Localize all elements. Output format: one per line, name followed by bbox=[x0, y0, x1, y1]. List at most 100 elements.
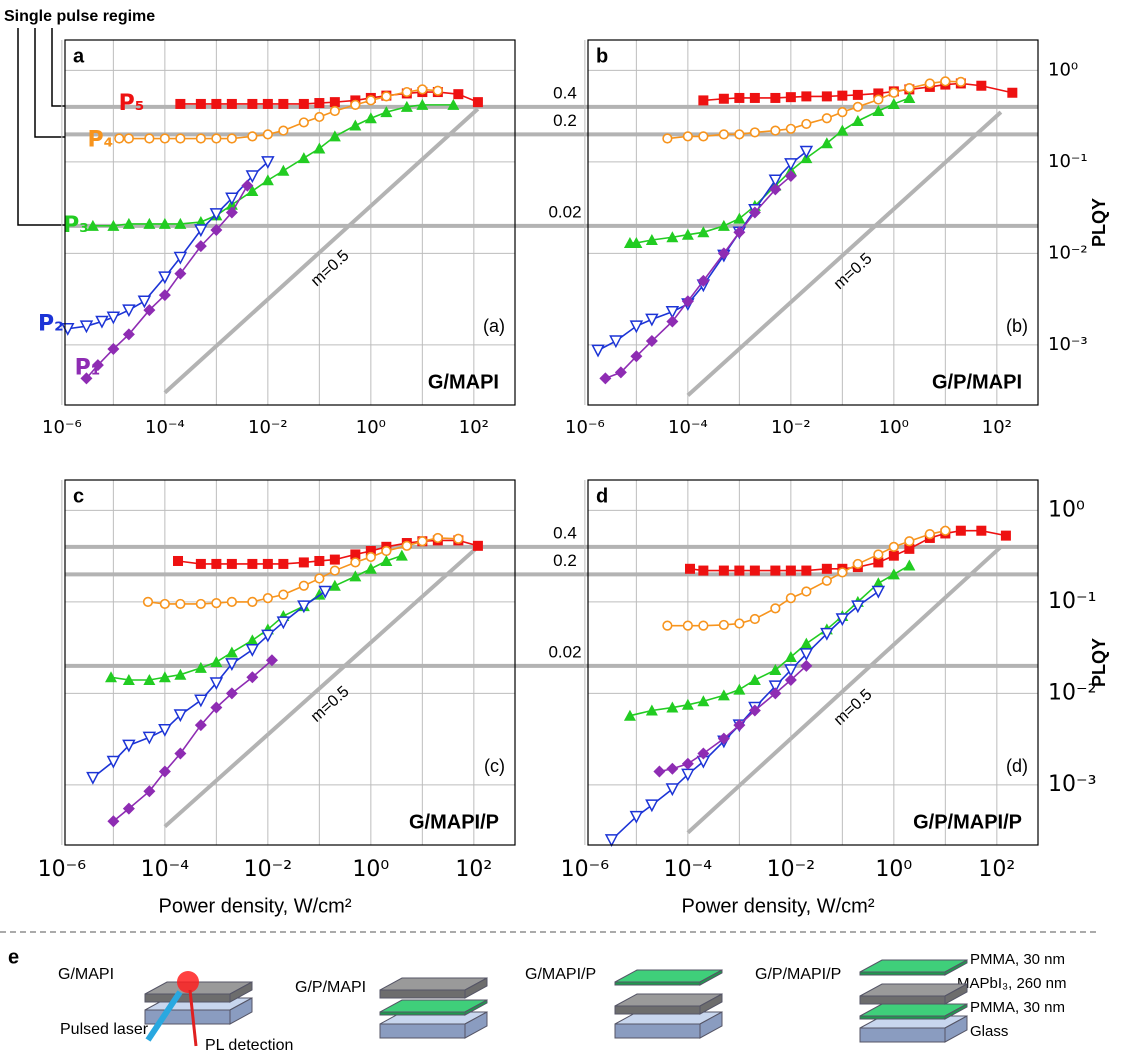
data-point bbox=[623, 709, 636, 721]
data-point bbox=[801, 118, 812, 130]
x-tick-label: 10⁻² bbox=[771, 417, 811, 438]
data-point bbox=[681, 295, 694, 308]
data-point bbox=[144, 133, 155, 144]
data-point bbox=[297, 152, 310, 164]
y-tick-label: 10⁻² bbox=[1048, 680, 1096, 705]
layer-side bbox=[699, 1011, 723, 1039]
data-point bbox=[614, 366, 627, 379]
data-point bbox=[122, 217, 135, 229]
data-point bbox=[799, 145, 814, 159]
layer-side bbox=[944, 1015, 968, 1043]
data-point bbox=[940, 76, 951, 87]
panel-caption: (b) bbox=[1006, 316, 1028, 336]
data-point bbox=[195, 98, 206, 109]
data-point bbox=[645, 335, 658, 348]
data-point bbox=[681, 228, 694, 240]
data-point bbox=[1000, 530, 1011, 541]
x-tick-label: 10⁻² bbox=[248, 417, 288, 438]
layer-front bbox=[859, 995, 946, 1005]
data-point bbox=[106, 311, 121, 325]
data-point bbox=[262, 98, 273, 109]
reference-label: 0.02 bbox=[548, 642, 581, 661]
data-point bbox=[194, 719, 207, 732]
data-point bbox=[210, 224, 223, 237]
data-point bbox=[447, 98, 460, 110]
panel: 10⁻⁶ 10⁻⁴ 10⁻² 10⁰ 10²10⁻³10⁻²10⁻¹10⁰m=0.5d(… bbox=[561, 479, 1109, 917]
data-point bbox=[107, 815, 120, 828]
panel-letter: a bbox=[73, 45, 85, 67]
x-tick-label: 10⁻² bbox=[244, 857, 292, 882]
layer-label: MAPbI₃, 260 nm bbox=[957, 975, 1067, 992]
data-point bbox=[904, 543, 915, 554]
layer-label: Glass bbox=[970, 1023, 1008, 1040]
x-tick-label: 10⁻⁴ bbox=[145, 417, 185, 438]
data-point bbox=[871, 585, 886, 599]
data-point bbox=[350, 99, 361, 110]
data-point bbox=[158, 217, 171, 229]
data-point bbox=[225, 192, 239, 206]
laser-label: Pulsed laser bbox=[60, 1021, 149, 1038]
x-tick-label: 10² bbox=[982, 417, 1012, 438]
series-line bbox=[112, 659, 273, 822]
data-point bbox=[381, 91, 392, 102]
data-point bbox=[142, 596, 154, 607]
x-tick-label: 10⁰ bbox=[875, 857, 912, 882]
data-point bbox=[873, 557, 884, 568]
data-point bbox=[665, 306, 680, 319]
y-tick-label: 10⁰ bbox=[1048, 59, 1078, 80]
plot-frame bbox=[587, 479, 1039, 846]
data-point bbox=[888, 87, 899, 98]
data-point bbox=[904, 83, 915, 94]
data-point bbox=[226, 133, 237, 144]
data-point bbox=[785, 123, 796, 134]
data-point bbox=[329, 105, 340, 117]
x-tick-label: 10² bbox=[978, 857, 1015, 882]
data-point bbox=[278, 125, 289, 136]
slope-line bbox=[686, 545, 1003, 835]
x-tick-label: 10² bbox=[459, 417, 489, 438]
data-point bbox=[247, 98, 258, 109]
data-point bbox=[195, 598, 206, 610]
data-point bbox=[122, 328, 135, 341]
data-point bbox=[653, 765, 666, 778]
data-point bbox=[365, 95, 376, 106]
data-point bbox=[820, 627, 834, 641]
data-point bbox=[401, 540, 412, 551]
data-point bbox=[733, 683, 746, 695]
data-point bbox=[226, 558, 237, 569]
data-point bbox=[682, 620, 693, 631]
data-point bbox=[888, 541, 899, 552]
data-point bbox=[872, 577, 885, 589]
data-point bbox=[698, 620, 709, 631]
data-point bbox=[241, 179, 254, 192]
data-point bbox=[194, 661, 207, 673]
data-point bbox=[453, 89, 464, 100]
data-point bbox=[591, 344, 605, 358]
y-axis-title: PLQY bbox=[1089, 198, 1109, 247]
data-point bbox=[211, 133, 222, 144]
data-point bbox=[852, 89, 863, 100]
data-point bbox=[298, 557, 309, 568]
data-point bbox=[174, 747, 187, 760]
data-point bbox=[417, 536, 428, 547]
data-point bbox=[749, 613, 760, 625]
x-tick-label: 10⁻⁶ bbox=[561, 857, 610, 882]
data-point bbox=[159, 133, 170, 144]
data-point bbox=[142, 731, 157, 745]
data-point bbox=[173, 709, 188, 723]
data-point bbox=[262, 593, 273, 604]
data-point bbox=[748, 206, 761, 219]
layer-front bbox=[379, 1023, 466, 1039]
data-point bbox=[313, 142, 326, 154]
data-point bbox=[349, 570, 362, 582]
data-point bbox=[924, 78, 935, 89]
data-point bbox=[365, 545, 376, 556]
data-point bbox=[365, 551, 376, 563]
data-point bbox=[278, 98, 289, 109]
data-point bbox=[717, 247, 730, 260]
panel-letter: e bbox=[8, 946, 19, 968]
data-point bbox=[697, 695, 710, 707]
data-point bbox=[380, 106, 393, 118]
reference-label: 0.2 bbox=[553, 111, 577, 130]
data-point bbox=[645, 799, 659, 813]
